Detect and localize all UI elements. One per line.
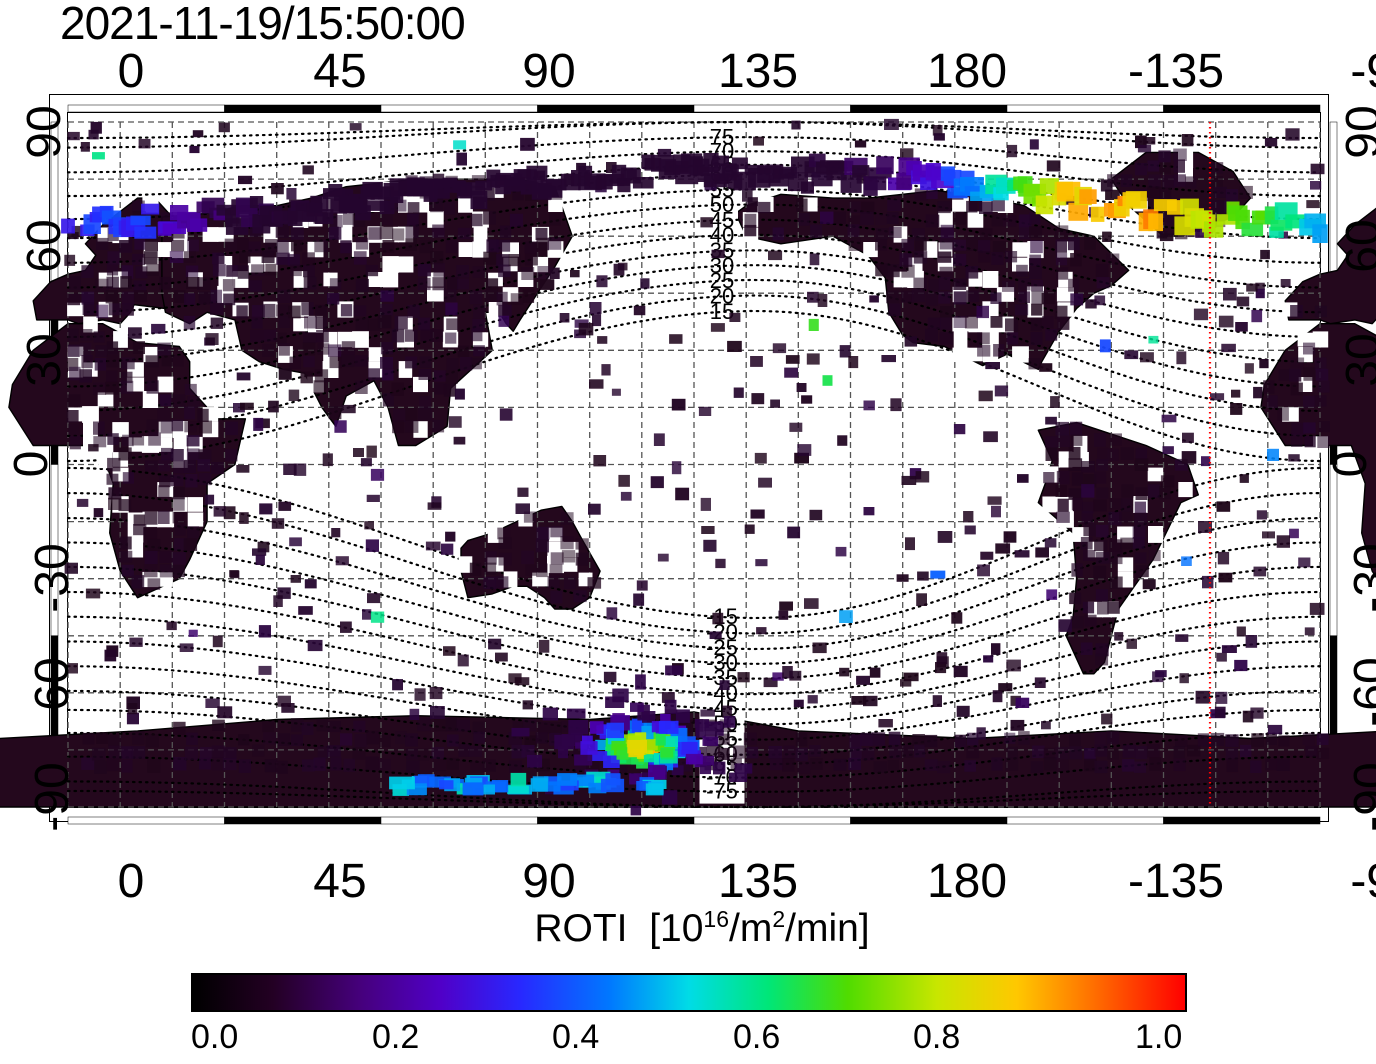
svg-text:75: 75 [710, 124, 734, 149]
svg-text:-75: -75 [706, 779, 738, 804]
